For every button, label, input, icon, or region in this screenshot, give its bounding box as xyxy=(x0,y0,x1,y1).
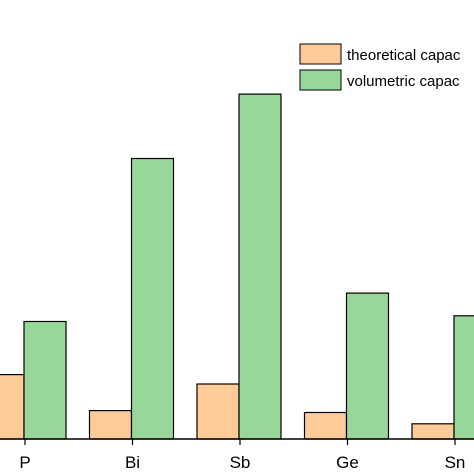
x-tick-labels-group: P Bi Sb Ge Sn xyxy=(19,453,465,472)
bar-volumetric-p xyxy=(23,320,67,440)
legend-swatch-volumetric xyxy=(299,69,342,91)
x-ticks-group xyxy=(24,439,456,445)
legend-label-theoretical: theoretical capac xyxy=(347,47,461,64)
bar-theoretical-bi xyxy=(88,410,133,440)
bar-volumetric-sn xyxy=(453,315,474,440)
bar-theoretical-sn xyxy=(411,423,455,440)
bar-theoretical-p xyxy=(0,374,25,440)
bar-volumetric-ge xyxy=(345,292,390,440)
bar-theoretical-sb xyxy=(196,383,240,440)
x-tick-label-p: P xyxy=(19,453,30,472)
bar-theoretical-ge xyxy=(303,411,348,440)
bar-volumetric-sb xyxy=(238,93,282,440)
legend-swatch-theoretical xyxy=(299,43,342,65)
bar-volumetric-bi xyxy=(130,157,175,440)
x-tick-label-bi: Bi xyxy=(125,453,140,472)
x-tick-label-sb: Sb xyxy=(230,453,251,472)
x-tick-label-ge: Ge xyxy=(336,453,359,472)
legend: theoretical capac volumetric capac xyxy=(299,43,461,91)
legend-label-volumetric: volumetric capac xyxy=(347,73,460,90)
bars-group xyxy=(0,93,474,440)
x-tick-label-sn: Sn xyxy=(445,453,466,472)
